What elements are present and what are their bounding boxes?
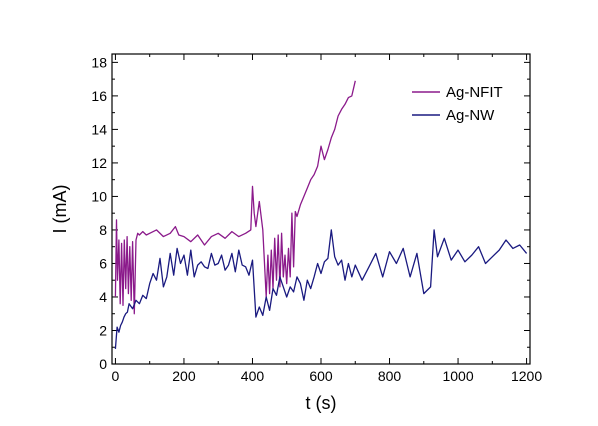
x-tick-label: 600 [309, 368, 333, 384]
x-tick-label: 1000 [442, 368, 473, 384]
y-tick-label: 14 [91, 121, 107, 137]
y-tick-label: 4 [99, 289, 107, 305]
x-tick-label: 200 [172, 368, 196, 384]
x-axis-title: t (s) [306, 393, 337, 413]
y-tick-label: 18 [91, 54, 107, 70]
y-axis-title: I (mA) [50, 185, 70, 234]
series-line-ag-nw [114, 229, 528, 349]
y-tick-label: 16 [91, 88, 107, 104]
y-tick-label: 6 [99, 255, 107, 271]
x-tick-label: 1200 [511, 368, 542, 384]
series-group [114, 80, 528, 349]
y-tick-label: 0 [99, 356, 107, 372]
series-line-ag-nfit [114, 80, 356, 315]
x-tick-label: 0 [112, 368, 120, 384]
x-tick-label: 800 [378, 368, 402, 384]
x-tick-label: 400 [241, 368, 265, 384]
y-tick-label: 2 [99, 322, 107, 338]
legend: Ag-NFIT Ag-NW [412, 84, 503, 124]
legend-label: Ag-NW [446, 107, 495, 124]
y-tick-label: 10 [91, 188, 107, 204]
axis-ticks-group: 0 200 400 600 800 1000 1200 0 2 4 6 8 10 12 14 16 18 [91, 54, 542, 384]
y-tick-label: 12 [91, 155, 107, 171]
y-tick-label: 8 [99, 222, 107, 238]
legend-label: Ag-NFIT [446, 84, 503, 101]
